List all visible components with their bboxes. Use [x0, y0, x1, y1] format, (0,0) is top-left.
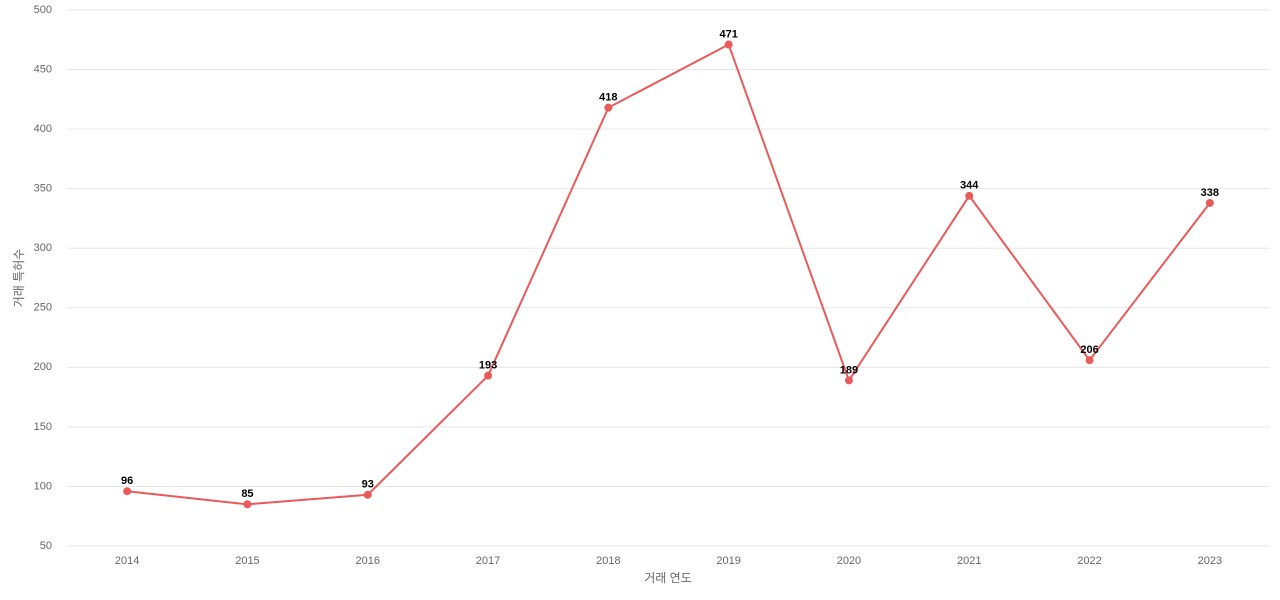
value-label: 344 — [960, 180, 979, 192]
value-label: 189 — [840, 364, 858, 376]
point — [724, 40, 733, 49]
value-label: 93 — [362, 479, 374, 491]
line — [127, 43, 1211, 506]
x-tick-label: 2021 — [957, 555, 981, 567]
x-tick-label: 2015 — [235, 555, 259, 567]
y-tick-label: 400 — [34, 123, 52, 135]
y-tick-label: 50 — [40, 540, 52, 552]
x-tick-label: 2023 — [1198, 555, 1222, 567]
y-tick-label: 300 — [34, 242, 52, 254]
x-axis-title: 거래 연도 — [644, 571, 692, 585]
x-tick-label: 2019 — [716, 555, 740, 567]
x-tick-label: 2016 — [356, 555, 380, 567]
value-label: 193 — [479, 360, 497, 372]
x-tick-label: 2014 — [115, 555, 139, 567]
point — [484, 371, 493, 380]
y-tick-label: 100 — [34, 480, 52, 492]
y-tick-label: 200 — [34, 361, 52, 373]
y-tick-label: 450 — [34, 63, 52, 75]
y-tick-label: 250 — [34, 302, 52, 314]
point — [965, 191, 974, 200]
y-axis-title: 거래 특허수 — [12, 249, 26, 308]
point — [363, 490, 372, 499]
point — [123, 487, 132, 496]
y-tick-label: 350 — [34, 183, 52, 195]
value-label: 85 — [241, 488, 253, 500]
x-tick-label: 2020 — [837, 555, 861, 567]
value-label: 418 — [599, 92, 617, 104]
value-label: 471 — [719, 28, 737, 40]
x-tick-label: 2018 — [596, 555, 620, 567]
value-label: 338 — [1201, 187, 1219, 199]
point — [243, 500, 252, 509]
y-tick-label: 150 — [34, 421, 52, 433]
point — [604, 103, 613, 112]
point — [1205, 198, 1214, 207]
point — [844, 376, 853, 385]
y-tick-label: 500 — [34, 4, 52, 16]
value-label: 206 — [1080, 344, 1098, 356]
x-tick-label: 2017 — [476, 555, 500, 567]
point — [1085, 356, 1094, 365]
value-label: 96 — [121, 475, 133, 487]
x-tick-label: 2022 — [1077, 555, 1101, 567]
